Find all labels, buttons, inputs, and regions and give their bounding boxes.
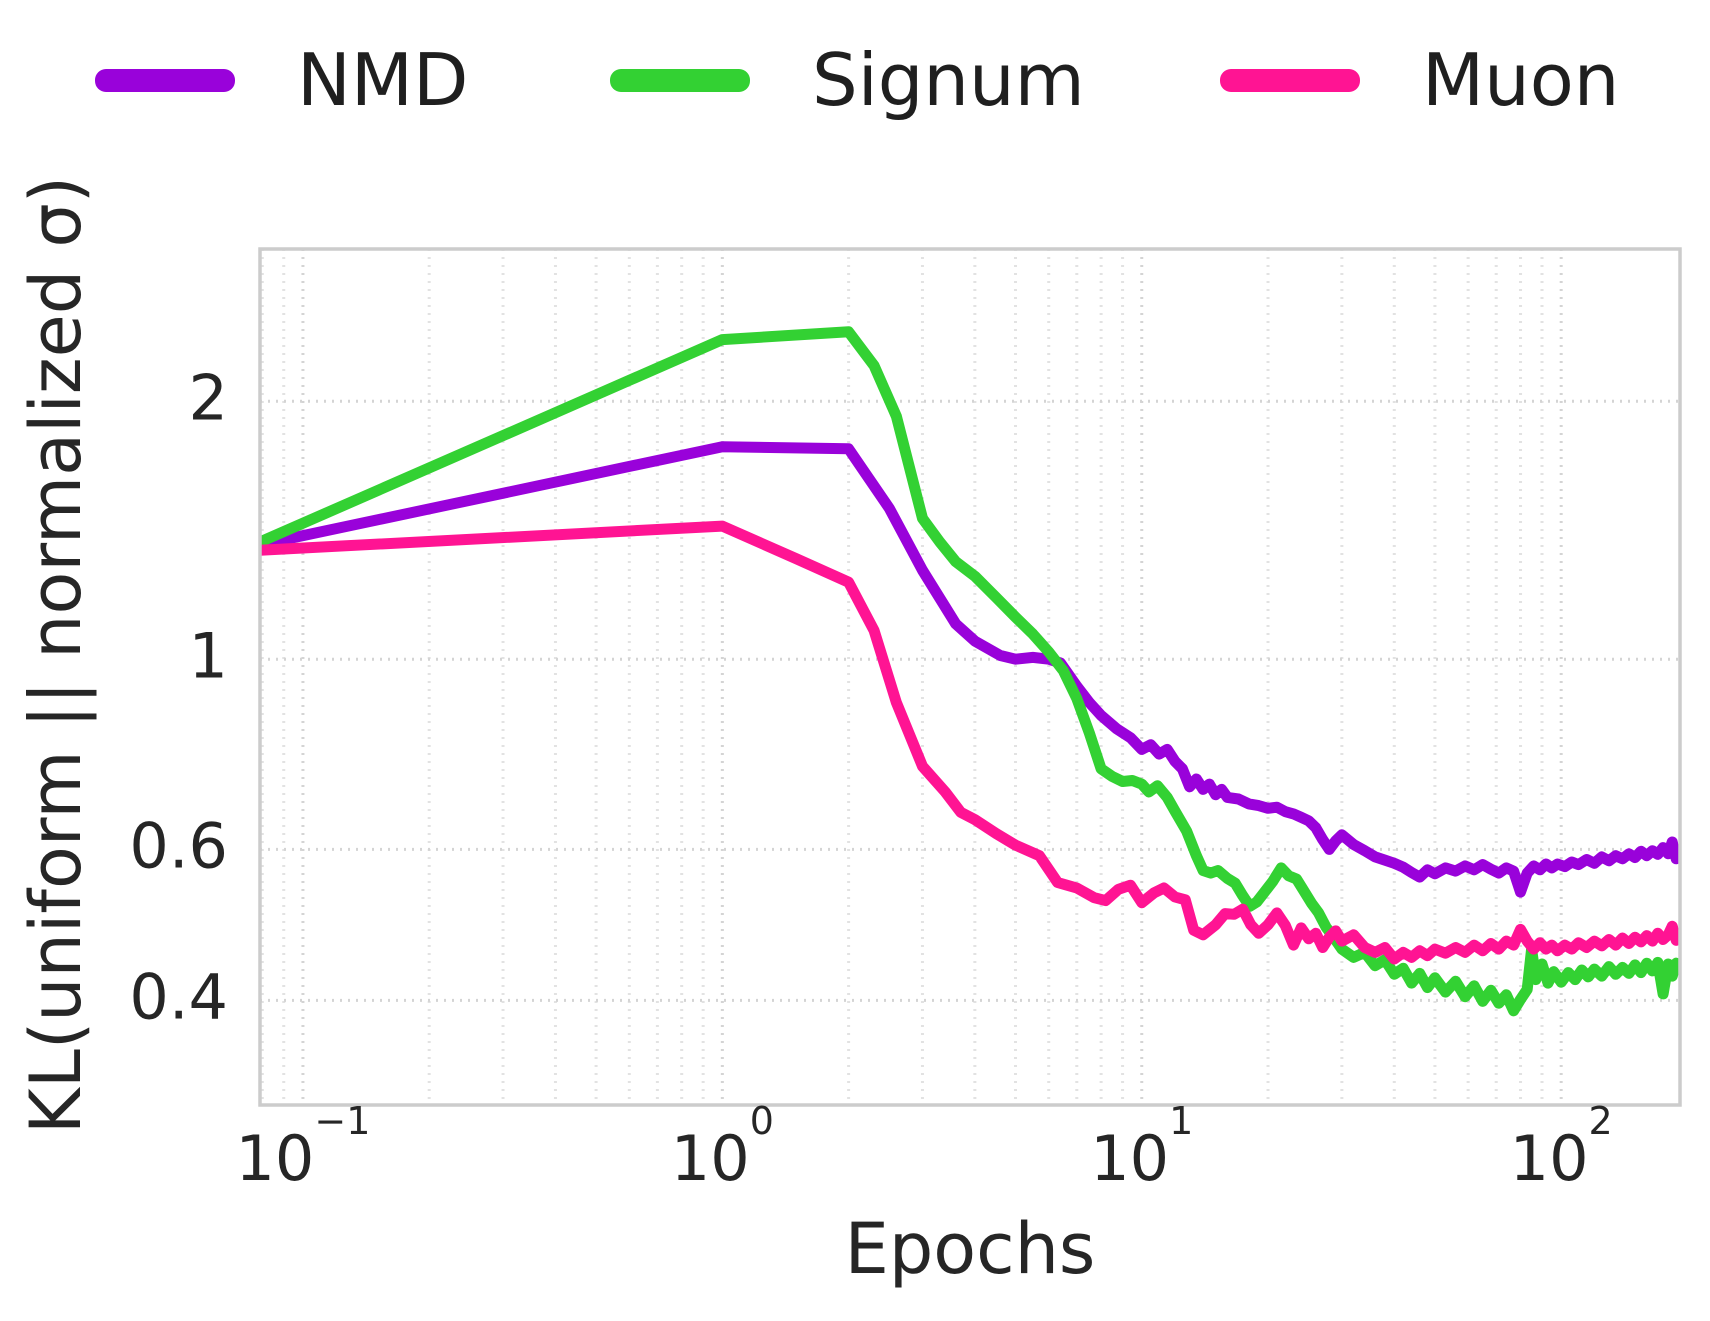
legend-swatch-signum (610, 68, 750, 92)
x-tick-1e-1: 10−1 (235, 1099, 371, 1195)
legend-label-nmd: NMD (297, 38, 469, 122)
y-tick-1: 1 (188, 619, 228, 693)
x-tick-1e0: 100 (670, 1099, 774, 1195)
series-nmd (260, 441, 1680, 898)
y-tick-0-4: 0.4 (129, 960, 228, 1034)
legend-swatch-muon (1220, 68, 1360, 92)
x-tick-1e2: 102 (1509, 1099, 1613, 1195)
legend-swatch-nmd (95, 68, 235, 92)
y-tick-0-6: 0.6 (129, 809, 228, 883)
x-tick-1e1: 101 (1090, 1099, 1194, 1195)
legend-item-nmd: NMD (95, 38, 469, 122)
legend-item-muon: Muon (1220, 38, 1620, 122)
x-axis-label: Epochs (844, 1208, 1096, 1290)
legend-label-signum: Signum (812, 38, 1085, 122)
legend-label-muon: Muon (1422, 38, 1620, 122)
series-signum (260, 326, 1680, 1017)
legend: NMD Signum Muon (0, 38, 1710, 122)
series-muon (260, 520, 1680, 965)
y-tick-2: 2 (188, 361, 228, 435)
legend-item-signum: Signum (610, 38, 1085, 122)
